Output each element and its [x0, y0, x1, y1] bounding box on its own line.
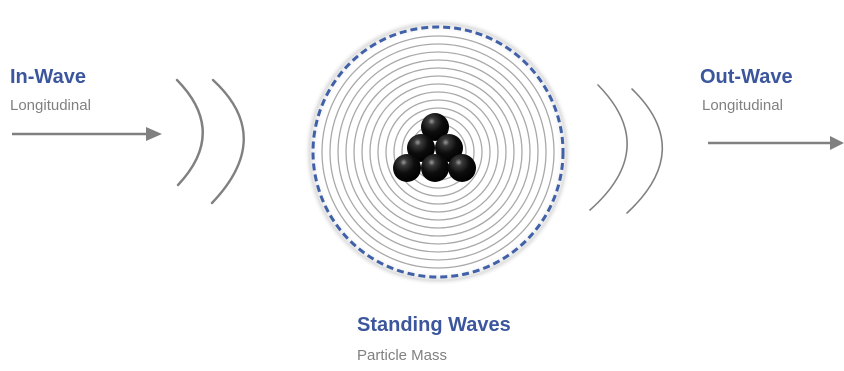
particle-mass-subtitle: Particle Mass: [357, 347, 448, 364]
particle: [393, 154, 421, 182]
particle: [421, 154, 449, 182]
out-wave-front-1: [589, 84, 628, 211]
out-wave-title: Out-Wave: [700, 66, 793, 88]
out-wave-fronts: [589, 84, 664, 214]
standing-wave-ring: [393, 107, 483, 197]
standing-wave-ring: [337, 51, 539, 253]
particle: [407, 134, 435, 162]
standing-wave-ring: [361, 75, 515, 229]
out-wave-subtitle: Longitudinal: [702, 97, 783, 114]
standing-wave-ring: [385, 99, 491, 205]
particle: [421, 113, 449, 141]
in-wave-front-1: [175, 78, 204, 187]
particle: [435, 134, 463, 162]
in-wave-subtitle: Longitudinal: [10, 97, 91, 114]
standing-waves-title: Standing Waves: [357, 314, 511, 336]
standing-wave-ring: [329, 43, 547, 261]
particle-boundary: [311, 25, 565, 279]
standing-wave-ring: [377, 91, 499, 213]
in-wave-front-2: [210, 78, 245, 205]
out-wave-arrow: [708, 136, 844, 150]
standing-wave-ring: [345, 59, 531, 245]
out-wave-front-2: [626, 88, 664, 214]
particle: [448, 154, 476, 182]
in-wave-arrow: [12, 127, 162, 141]
particle-cluster: [393, 113, 476, 182]
standing-wave-ring: [369, 83, 507, 221]
standing-wave-ring: [321, 35, 555, 269]
in-wave-fronts: [175, 78, 245, 205]
standing-wave-ring: [353, 67, 523, 237]
in-wave-title: In-Wave: [10, 66, 86, 88]
